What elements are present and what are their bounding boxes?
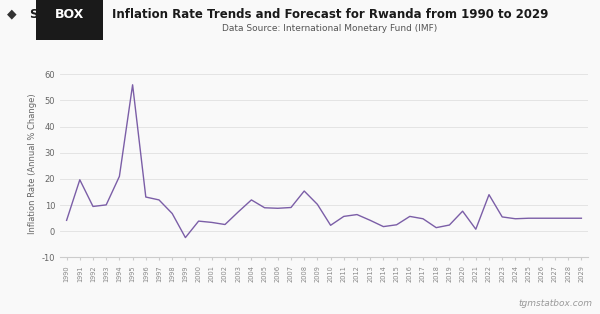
Text: STAT: STAT (29, 8, 62, 21)
Text: BOX: BOX (55, 8, 85, 21)
Text: Data Source: International Monetary Fund (IMF): Data Source: International Monetary Fund… (223, 24, 437, 33)
Text: Inflation Rate Trends and Forecast for Rwanda from 1990 to 2029: Inflation Rate Trends and Forecast for R… (112, 8, 548, 21)
Y-axis label: Inflation Rate (Annual % Change): Inflation Rate (Annual % Change) (28, 93, 37, 234)
Text: tgmstatbox.com: tgmstatbox.com (519, 299, 593, 308)
Text: ◆: ◆ (7, 8, 17, 21)
